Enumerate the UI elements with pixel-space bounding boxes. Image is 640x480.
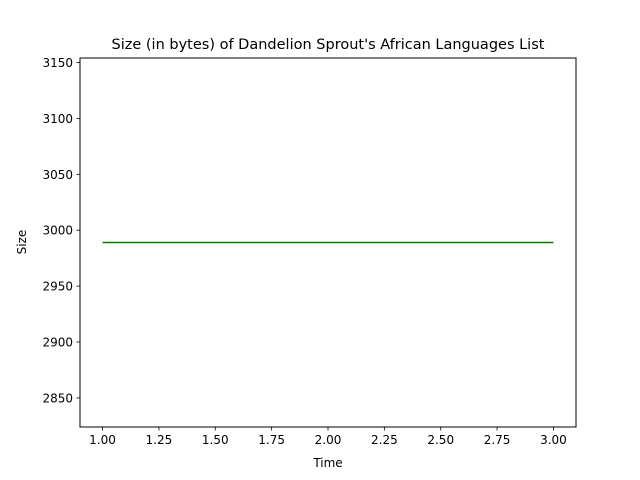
x-tick-label: 2.50: [427, 433, 454, 447]
x-tick-label: 1.50: [202, 433, 229, 447]
y-tick-label: 3150: [42, 56, 73, 70]
x-tick-label: 1.25: [146, 433, 173, 447]
y-tick-label: 2900: [42, 336, 73, 350]
y-tick-label: 3100: [42, 112, 73, 126]
x-tick-label: 2.25: [371, 433, 398, 447]
x-axis-label: Time: [312, 456, 342, 470]
y-tick-label: 2850: [42, 391, 73, 405]
x-tick-label: 1.75: [258, 433, 285, 447]
y-tick-label: 2950: [42, 280, 73, 294]
y-tick-label: 3050: [42, 168, 73, 182]
x-tick-label: 2.00: [315, 433, 342, 447]
chart-title: Size (in bytes) of Dandelion Sprout's Af…: [112, 37, 545, 53]
y-axis-label: Size: [15, 230, 29, 255]
x-tick-label: 3.00: [540, 433, 567, 447]
x-tick-label: 2.75: [484, 433, 511, 447]
x-tick-label: 1.00: [89, 433, 116, 447]
y-tick-label: 3000: [42, 224, 73, 238]
